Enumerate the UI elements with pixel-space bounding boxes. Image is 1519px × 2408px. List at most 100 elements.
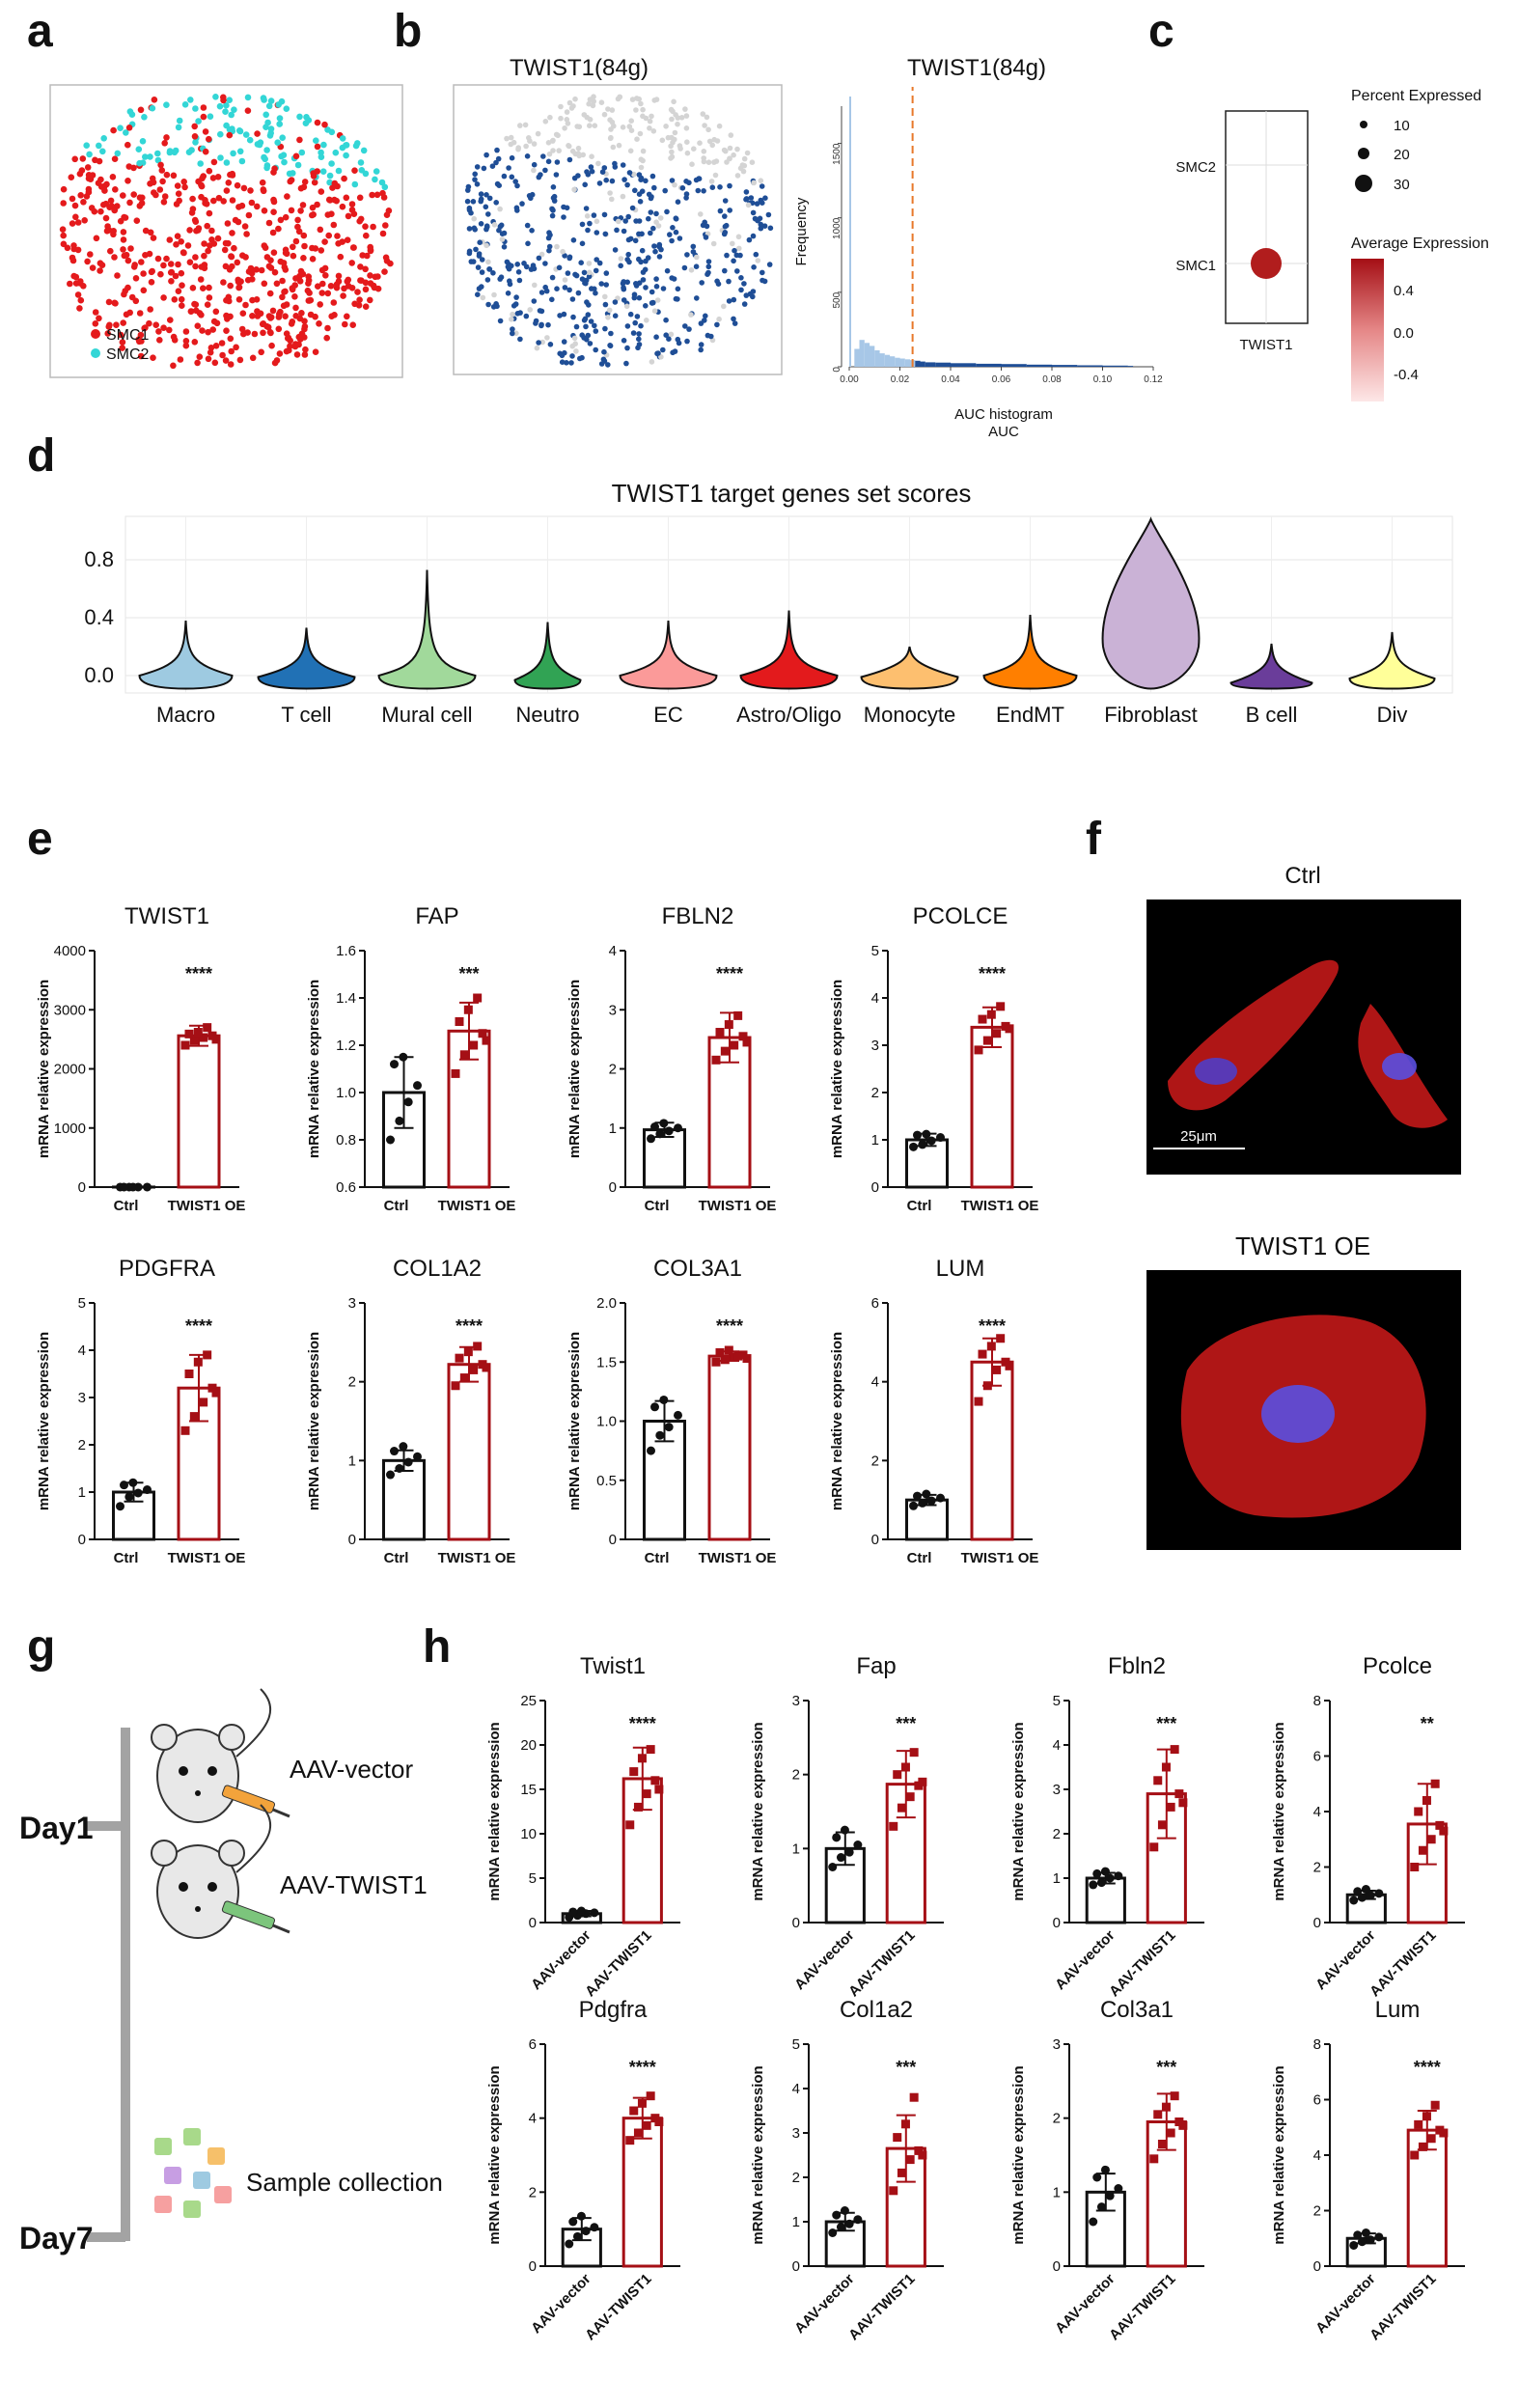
umap-b-point xyxy=(716,123,723,129)
barchart-y-tick-label: 25 xyxy=(520,1693,537,1709)
umap-a-point xyxy=(132,297,140,305)
umap-a-point xyxy=(184,242,192,249)
umap-a-point xyxy=(171,149,179,156)
umap-a-point xyxy=(176,117,183,125)
umap-b-point xyxy=(573,348,579,354)
umap-b-point xyxy=(669,178,676,183)
significance-label: **** xyxy=(716,1316,743,1336)
umap-b-point xyxy=(722,198,729,204)
umap-a-point xyxy=(242,254,249,261)
umap-b-point xyxy=(686,180,692,186)
datapoint-oe xyxy=(1418,2142,1427,2151)
umap-a-point xyxy=(294,161,302,169)
umap-a-point xyxy=(194,322,202,330)
umap-b-point xyxy=(646,191,652,198)
umap-b-point xyxy=(549,212,556,219)
umap-a-point xyxy=(194,359,201,367)
umap-b-point xyxy=(758,221,764,228)
barchart-y-label: mRNA relative expression xyxy=(1271,1722,1287,1900)
barchart-y-tick-label: 1 xyxy=(871,1132,879,1149)
datapoint-ctrl xyxy=(1096,2202,1106,2212)
umap-b-point xyxy=(561,311,567,318)
umap-a-point xyxy=(120,229,127,235)
umap-a-point xyxy=(168,278,175,285)
umap-b-point xyxy=(758,178,764,183)
datapoint-ctrl xyxy=(918,1498,927,1508)
barchart-category-label: TWIST1 OE xyxy=(168,1198,246,1214)
datapoint-ctrl xyxy=(1349,2240,1359,2250)
umap-a-point xyxy=(171,296,179,303)
umap-b-point xyxy=(630,330,637,336)
barchart-y-tick-label: 0 xyxy=(871,1532,879,1548)
umap-a-point xyxy=(253,266,260,273)
umap-b-point xyxy=(738,287,744,293)
oe-nucleus xyxy=(1261,1385,1335,1443)
size-legend-10: 10 xyxy=(1394,118,1410,134)
umap-a-point xyxy=(242,301,249,309)
umap-a-point xyxy=(281,158,288,166)
umap-b-point xyxy=(485,259,491,265)
umap-b-point xyxy=(741,301,748,307)
hist-bar xyxy=(1052,365,1078,367)
hist-y-tick-label: 500 xyxy=(832,291,842,308)
umap-b-point xyxy=(470,199,477,205)
umap-a-point xyxy=(84,164,92,171)
umap-a-point xyxy=(290,170,296,177)
umap-a-point xyxy=(125,125,133,131)
umap-b-point xyxy=(587,123,593,128)
hist-x-tick-label: 0.10 xyxy=(1093,374,1113,385)
umap-b-point xyxy=(754,201,760,207)
umap-b-point xyxy=(652,248,658,255)
umap-a-point xyxy=(92,309,99,316)
micrograph-ctrl xyxy=(1146,900,1461,1175)
barchart-category-label: AAV-vector xyxy=(1312,1927,1379,1994)
umap-a-point xyxy=(77,192,84,199)
umap-b-point xyxy=(750,289,757,294)
umap-a-point xyxy=(136,310,144,317)
umap-b-point xyxy=(736,245,742,252)
datapoint-oe xyxy=(996,1002,1006,1011)
panel-b: b TWIST1(84g) TWIST1(84g) 0.00 0.02 0.04 0.… xyxy=(394,6,1163,440)
umap-a-point xyxy=(182,342,190,349)
umap-a-point xyxy=(114,272,121,279)
umap-b-point xyxy=(505,291,511,296)
umap-a-point xyxy=(335,240,342,247)
barchart-y-tick-label: 20 xyxy=(520,1737,537,1754)
umap-a-point xyxy=(275,314,283,320)
umap-b-point xyxy=(693,263,700,270)
umap-b-point xyxy=(616,142,622,149)
umap-a-point xyxy=(196,353,204,361)
umap-a-point xyxy=(81,217,88,224)
datapoint-ctrl xyxy=(403,1097,413,1107)
umap-a-point xyxy=(192,254,199,261)
umap-b-point xyxy=(585,227,591,234)
umap-a-point xyxy=(120,246,126,253)
umap-a-point xyxy=(195,225,203,232)
umap-a-point xyxy=(204,301,211,309)
datapoint-ctrl xyxy=(128,1478,138,1487)
barchart-y-label: mRNA relative expression xyxy=(306,1332,322,1510)
umap-a-point xyxy=(277,258,285,265)
datapoint-oe xyxy=(1178,2120,1188,2130)
umap-b-point xyxy=(624,323,631,329)
datapoint-ctrl xyxy=(568,1907,578,1917)
umap-b-point xyxy=(510,326,515,332)
umap-b-point xyxy=(617,94,623,100)
datapoint-ctrl xyxy=(395,1116,404,1125)
umap-a-point xyxy=(124,141,131,149)
umap-a-point xyxy=(307,311,315,318)
umap-b-point xyxy=(748,195,755,201)
umap-a-point xyxy=(210,197,217,205)
datapoint-ctrl xyxy=(1092,1868,1102,1878)
umap-b-point xyxy=(698,320,704,326)
umap-b-point xyxy=(505,263,511,270)
umap-a-point xyxy=(235,204,242,210)
umap-b-point xyxy=(599,169,606,175)
umap-a-point xyxy=(212,308,220,316)
umap-a-point xyxy=(283,105,290,112)
color-legend-bar xyxy=(1351,259,1384,401)
umap-b-point xyxy=(539,308,545,315)
umap-a-point xyxy=(178,269,185,277)
umap-a-point xyxy=(222,108,229,115)
datapoint-ctrl xyxy=(399,1052,408,1062)
